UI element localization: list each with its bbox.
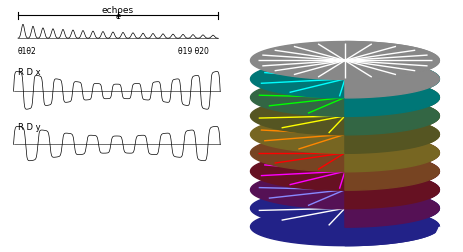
Text: θ1θ2: θ1θ2	[18, 47, 37, 56]
Polygon shape	[250, 116, 439, 154]
Text: e: e	[115, 12, 120, 21]
Polygon shape	[345, 42, 439, 99]
Text: R D x: R D x	[18, 68, 41, 77]
Polygon shape	[250, 98, 439, 135]
Polygon shape	[250, 42, 439, 80]
Text: echoes: echoes	[102, 6, 134, 15]
Polygon shape	[345, 134, 439, 191]
Text: R D y: R D y	[18, 122, 41, 131]
Polygon shape	[345, 171, 439, 227]
Polygon shape	[250, 61, 439, 99]
Polygon shape	[250, 190, 439, 227]
Polygon shape	[345, 79, 439, 135]
Polygon shape	[345, 61, 439, 117]
Polygon shape	[345, 116, 439, 172]
Text: θ19 θ20: θ19 θ20	[178, 47, 209, 56]
Polygon shape	[250, 79, 439, 117]
Polygon shape	[345, 190, 439, 246]
Polygon shape	[250, 153, 439, 191]
Text: z: z	[443, 215, 448, 226]
Polygon shape	[250, 208, 439, 246]
Polygon shape	[250, 134, 439, 172]
Polygon shape	[345, 153, 439, 209]
Polygon shape	[250, 171, 439, 209]
Polygon shape	[345, 98, 439, 154]
